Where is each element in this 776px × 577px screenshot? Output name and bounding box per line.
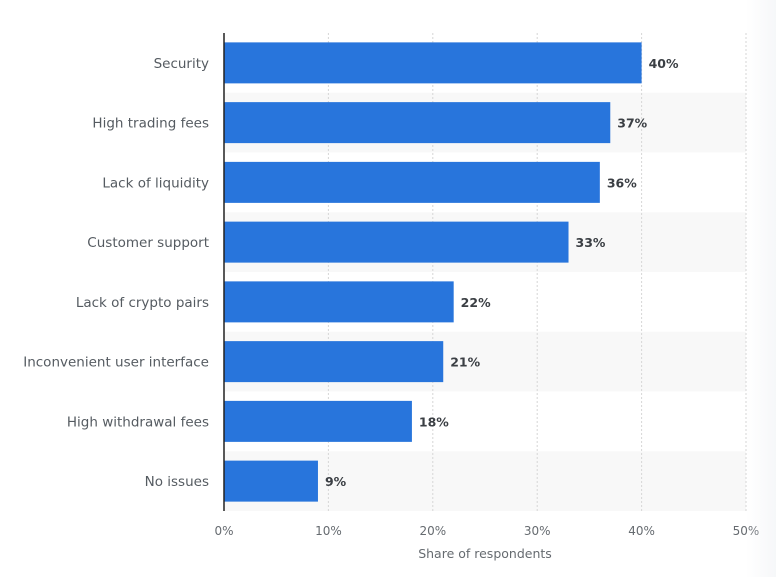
category-labels: Security High trading fees Lack of liquidi…: [23, 56, 209, 490]
bar[interactable]: [224, 460, 318, 502]
value-label: 22%: [461, 295, 491, 310]
value-label: 18%: [419, 414, 449, 429]
category-label: No issues: [145, 474, 209, 490]
bars: [224, 42, 642, 502]
category-label: High withdrawal fees: [67, 414, 209, 430]
value-label: 21%: [450, 355, 480, 370]
bar[interactable]: [224, 281, 454, 323]
x-tick-label: 40%: [628, 524, 655, 538]
value-label: 33%: [576, 235, 606, 250]
x-tick-labels: 0% 10% 20% 30% 40% 50%: [214, 524, 759, 538]
category-label: Inconvenient user interface: [23, 355, 209, 371]
value-labels: 40% 37% 36% 33% 22% 21% 18% 9%: [325, 56, 679, 489]
bar[interactable]: [224, 341, 444, 383]
value-label: 40%: [649, 56, 679, 71]
bar[interactable]: [224, 400, 412, 442]
x-tick-label: 10%: [315, 524, 342, 538]
bar[interactable]: [224, 221, 569, 263]
category-label: High trading fees: [92, 116, 209, 132]
category-label: Customer support: [87, 235, 209, 251]
x-tick-label: 50%: [733, 524, 760, 538]
x-axis-title: Share of respondents: [418, 546, 552, 561]
value-label: 36%: [607, 175, 637, 190]
value-label: 9%: [325, 474, 347, 489]
category-label: Lack of liquidity: [102, 175, 209, 191]
x-tick-label: 20%: [419, 524, 446, 538]
bar[interactable]: [224, 102, 611, 144]
x-tick-label: 30%: [524, 524, 551, 538]
bar[interactable]: [224, 161, 600, 203]
category-label: Lack of crypto pairs: [76, 295, 209, 311]
value-label: 37%: [617, 116, 647, 131]
category-label: Security: [154, 56, 209, 72]
x-tick-label: 0%: [214, 524, 233, 538]
bar[interactable]: [224, 42, 642, 84]
